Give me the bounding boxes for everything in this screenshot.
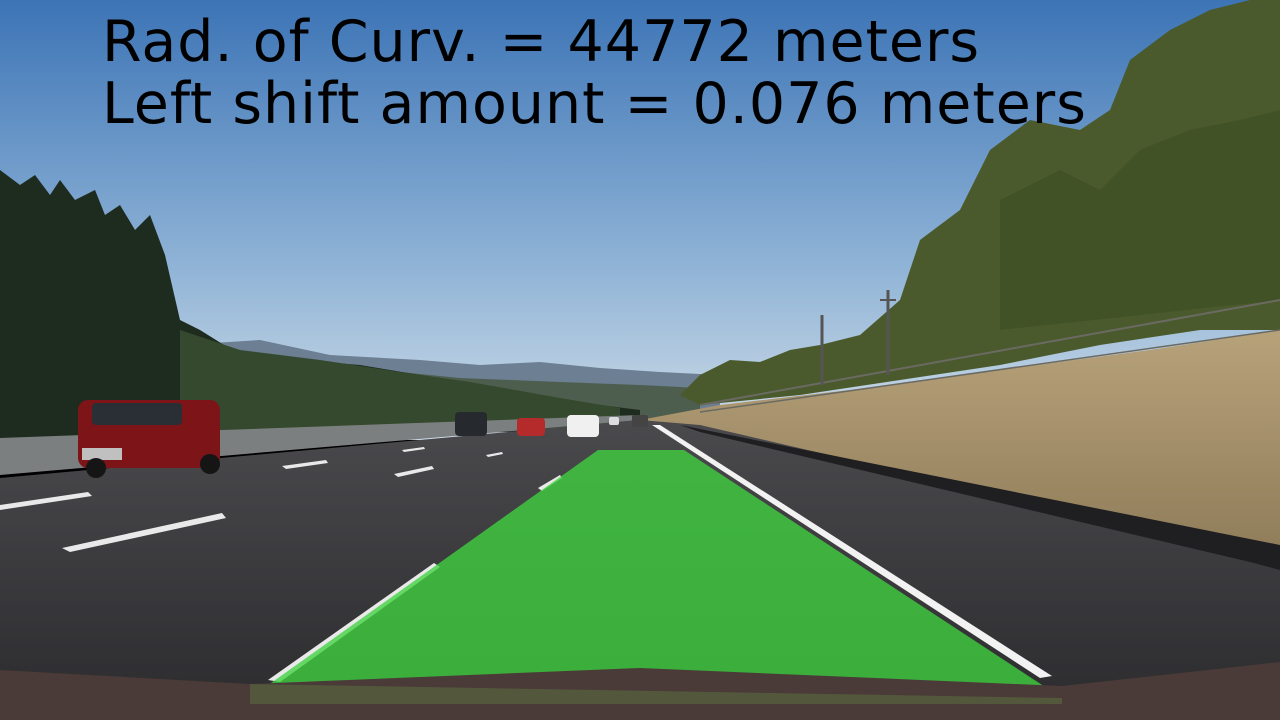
left-tree-line [0, 170, 640, 440]
fence [699, 299, 1280, 406]
red-suv [78, 400, 220, 478]
dry-grass [640, 330, 1280, 560]
radius-of-curvature-text: Rad. of Curv. = 44772 meters [102, 9, 981, 75]
lane-overlay [250, 450, 1062, 698]
left-shift-text: Left shift amount = 0.076 meters [102, 71, 1087, 137]
right-edge-line [652, 425, 1052, 678]
lane-markings [0, 447, 562, 682]
distant-cars [455, 412, 648, 437]
